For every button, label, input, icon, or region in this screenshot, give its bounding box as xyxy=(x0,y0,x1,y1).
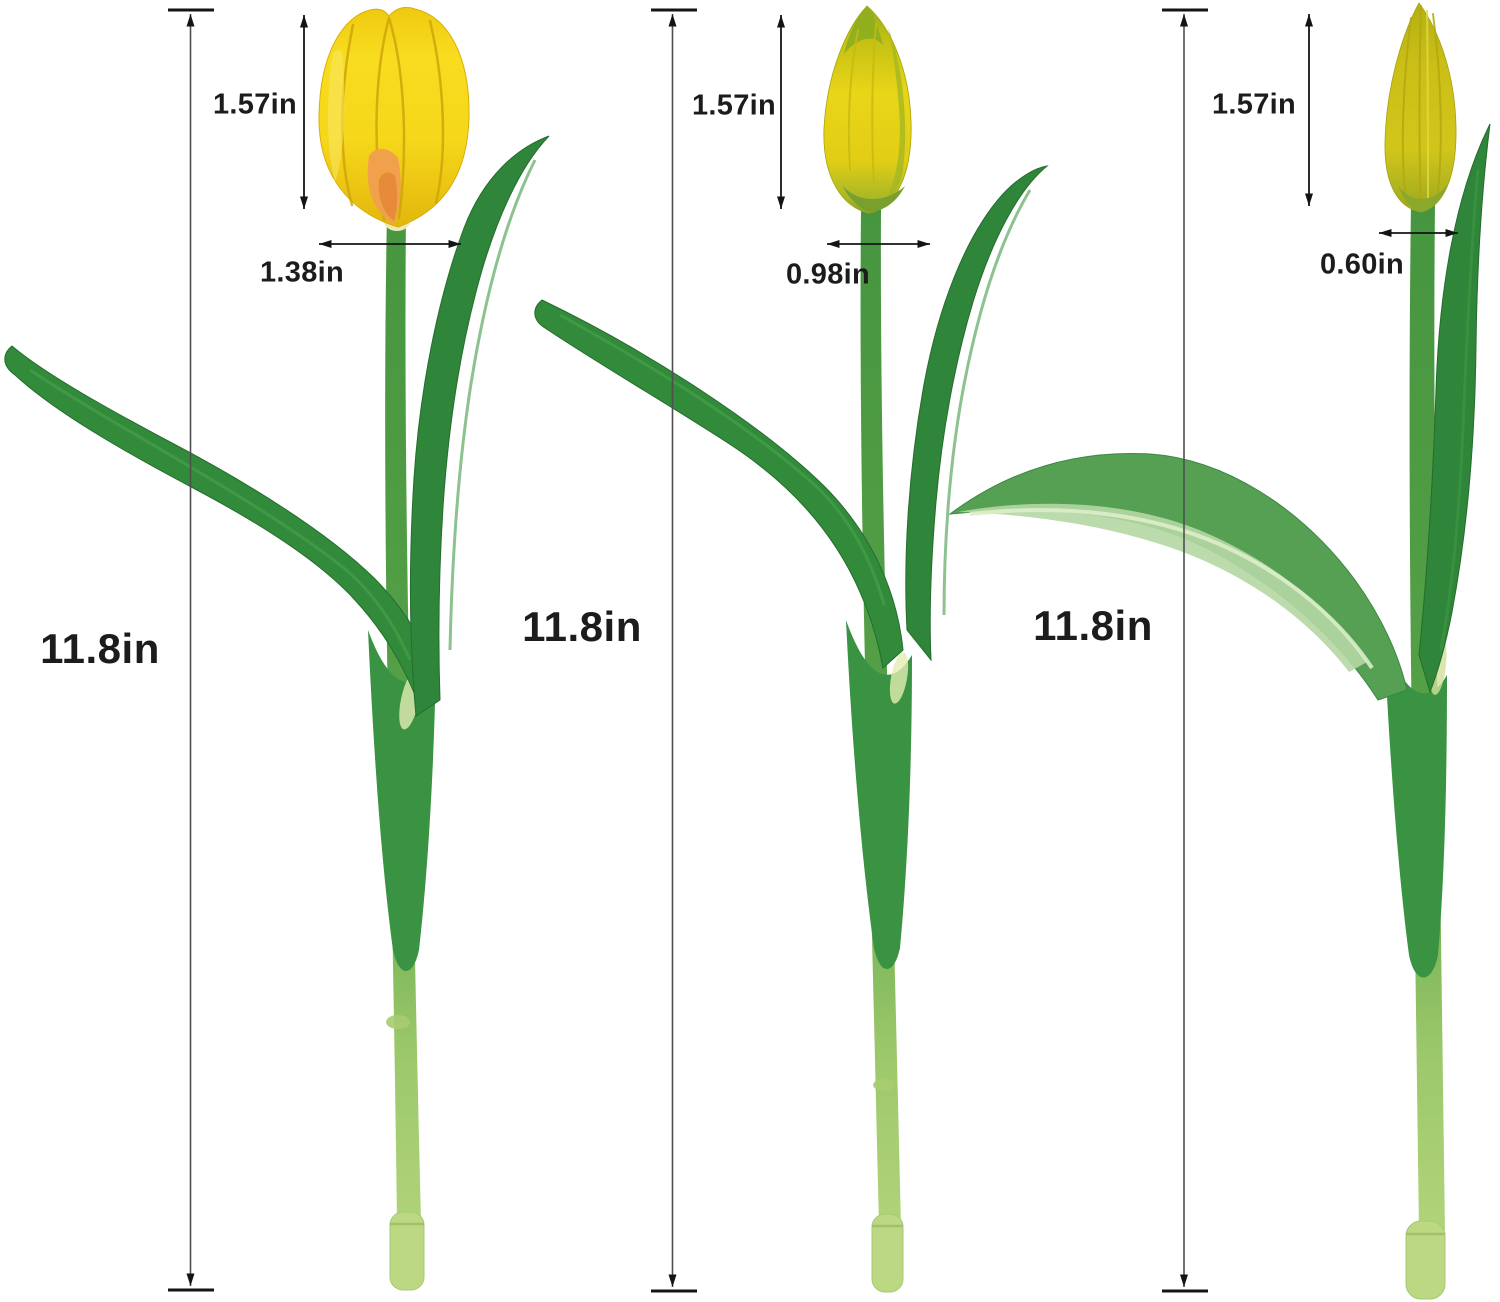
tulip-3-bud-ridges xyxy=(1401,5,1442,209)
tulip-2-leaf-left xyxy=(534,299,904,669)
tulip-3-illustration xyxy=(948,2,1491,1300)
tulip-1-petal-highlight xyxy=(327,49,345,183)
tulip-2-sheath-highlight xyxy=(889,652,909,704)
tulip-1-head-width-label: 1.38in xyxy=(259,256,345,289)
tulip-3-height-label: 11.8in xyxy=(1033,602,1153,649)
tulip-1-illustration xyxy=(4,6,550,1291)
tulip-2-stem-base xyxy=(871,1213,904,1293)
tulip-2-illustration xyxy=(534,5,1049,1293)
tulip-1-leaf-right-vein xyxy=(448,159,537,651)
tulip-2-bud-green-tip xyxy=(844,6,883,54)
tulip-1-leaf-right xyxy=(409,135,550,717)
tulip-3-leaf-right-vein xyxy=(1439,169,1480,651)
tulip-1-dimensions xyxy=(168,8,461,1292)
tulip-1-petals xyxy=(318,6,470,228)
tulip-2-bud xyxy=(823,5,912,214)
tulip-3-leaf-left xyxy=(948,452,1408,701)
tulip-1-flower xyxy=(318,6,470,231)
tulip-2-height-label: 11.8in xyxy=(522,603,642,650)
tulip-3-sheath xyxy=(1384,640,1447,978)
tulip-1-sheath xyxy=(368,630,436,971)
tulip-2-head-height-label: 1.57in xyxy=(691,89,777,122)
tulip-2-leaf-right-vein xyxy=(942,189,1032,616)
tulip-3-stem-base xyxy=(1405,1220,1446,1300)
tulip-2-bud-green-side xyxy=(876,28,906,211)
tulip-3-bud-calyx xyxy=(1398,184,1448,212)
tulip-3-leaf-left-highlight xyxy=(969,508,1374,670)
tulip-2-leaf-right xyxy=(905,165,1049,662)
tulip-2-stem-kink xyxy=(873,1079,895,1091)
tulip-2-bud-body xyxy=(823,5,912,214)
tulip-1-stem-kink xyxy=(386,1015,410,1029)
tulip-2-dimensions xyxy=(651,8,930,1293)
tulip-1-leaf-left-vein xyxy=(29,368,412,661)
tulip-3-head-height-label: 1.57in xyxy=(1211,88,1297,121)
tulip-2-sheath xyxy=(846,620,912,969)
tulip-1-head-height-label: 1.57in xyxy=(212,88,298,121)
tulip-2-head-width-label: 0.98in xyxy=(785,258,871,291)
tulip-3-bud xyxy=(1384,2,1457,213)
tulip-1-center-orange-deep xyxy=(378,172,398,221)
tulip-1-height-label: 11.8in xyxy=(40,625,160,672)
tulip-3-head-width-label: 0.60in xyxy=(1319,248,1405,281)
tulip-3-leaf-left-pale-stripe xyxy=(958,503,1367,672)
tulip-2-bud-streaks xyxy=(847,23,877,186)
tulip-3-dimensions xyxy=(1162,8,1458,1293)
tulip-3-bud-ridge-highlight xyxy=(1426,9,1429,206)
tulip-2-bud-calyx xyxy=(842,185,905,212)
tulip-1-stem-base xyxy=(389,1211,425,1291)
tulip-1-leaf-left xyxy=(4,345,439,701)
tulip-2-leaf-left-vein xyxy=(559,313,886,606)
